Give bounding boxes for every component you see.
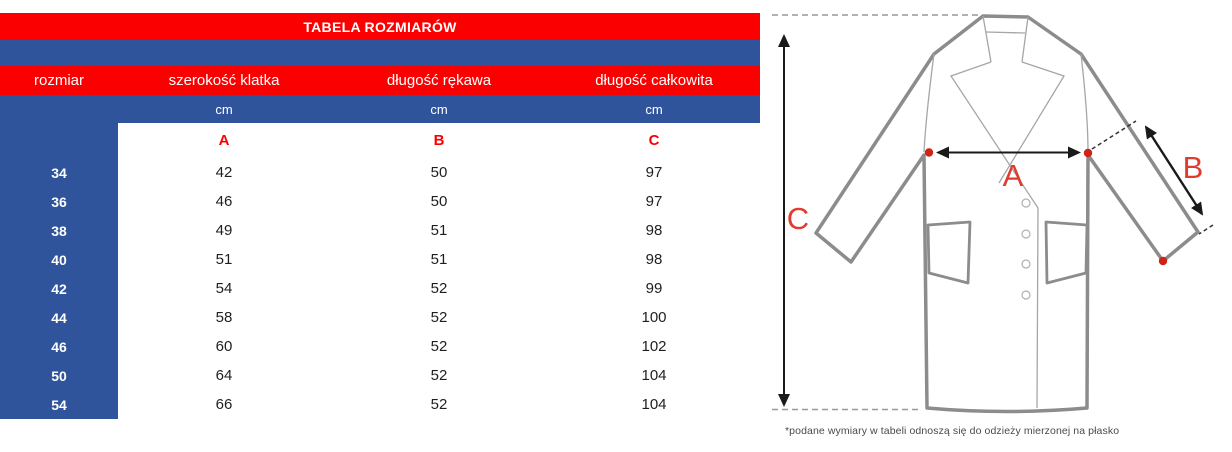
- coat-outline: [814, 14, 1200, 414]
- letters-empty-cell: [0, 123, 118, 158]
- column-header-rekaw: długość rękawa: [386, 72, 492, 89]
- coat-button: [1021, 290, 1031, 300]
- letter-b: B: [433, 132, 445, 149]
- column-header-calkowita: długość całkowita: [595, 72, 713, 89]
- coat-collar-edge-right: [1021, 16, 1029, 63]
- measure-b-arrow: [1144, 125, 1204, 216]
- coat-collar-seam: [985, 31, 1026, 34]
- unit-cm-a: cm: [215, 101, 233, 117]
- value-a: 58: [215, 309, 233, 326]
- value-c: 99: [645, 280, 663, 297]
- value-b: 50: [430, 193, 448, 210]
- measure-b-dash-bottom: [1198, 224, 1214, 235]
- column-header-bar: rozmiar szerokość klatka długość rękawa …: [0, 66, 760, 95]
- size-cell: 34: [51, 164, 67, 181]
- value-b: 52: [430, 396, 448, 413]
- table-row: 42 54 52 99: [0, 274, 760, 303]
- measure-b-dot: [1158, 256, 1168, 266]
- table-row: 36 46 50 97: [0, 187, 760, 216]
- size-cell: 50: [51, 367, 67, 384]
- table-row: 40 51 51 98: [0, 245, 760, 274]
- value-b: 52: [430, 309, 448, 326]
- units-bar: cm cm cm: [0, 95, 760, 123]
- pocket-left: [926, 220, 972, 285]
- value-a: 42: [215, 164, 233, 181]
- coat-armhole-left: [923, 53, 935, 153]
- measure-a-dot-right: [1083, 148, 1093, 158]
- value-b: 52: [430, 338, 448, 355]
- size-table: TABELA ROZMIARÓW rozmiar szerokość klatk…: [0, 13, 760, 419]
- value-c: 102: [641, 338, 667, 355]
- value-c: 97: [645, 164, 663, 181]
- coat-collar-edge-left: [982, 15, 992, 63]
- column-header-rozmiar: rozmiar: [33, 72, 84, 89]
- value-a: 66: [215, 396, 233, 413]
- size-cell: 38: [51, 222, 67, 239]
- value-a: 64: [215, 367, 233, 384]
- diagram-label-b: B: [1182, 150, 1204, 185]
- spacer-bar: [0, 40, 760, 66]
- coat-button: [1021, 229, 1031, 239]
- table-row: 44 58 52 100: [0, 303, 760, 332]
- table-row: 50 64 52 104: [0, 361, 760, 390]
- value-a: 51: [215, 251, 233, 268]
- size-column-band: [0, 123, 118, 419]
- unit-cm-c: cm: [645, 101, 663, 117]
- unit-cm-b: cm: [430, 101, 448, 117]
- measure-b-dash-top: [1091, 120, 1137, 150]
- value-a: 49: [215, 222, 233, 239]
- size-cell: 40: [51, 251, 67, 268]
- size-cell: 36: [51, 193, 67, 210]
- value-a: 60: [215, 338, 233, 355]
- value-a: 46: [215, 193, 233, 210]
- units-empty-cell: [0, 102, 118, 117]
- letter-c: C: [648, 132, 660, 149]
- table-row: 54 66 52 104: [0, 390, 760, 419]
- size-cell: 44: [51, 309, 67, 326]
- coat-button: [1021, 198, 1031, 208]
- diagram-label-a: A: [1002, 158, 1024, 193]
- size-cell: 42: [51, 280, 67, 297]
- measure-a-dot-left: [924, 148, 934, 157]
- value-c: 98: [645, 251, 663, 268]
- table-row: 38 49 51 98: [0, 216, 760, 245]
- value-c: 98: [645, 222, 663, 239]
- table-row: 34 42 50 97: [0, 158, 760, 187]
- diagram-label-c: C: [786, 201, 810, 236]
- measure-letter-row: A B C: [0, 123, 760, 158]
- pocket-right: [1044, 220, 1089, 285]
- value-c: 100: [641, 309, 667, 326]
- size-cell: 54: [51, 396, 67, 413]
- size-cell: 46: [51, 338, 67, 355]
- table-row: 46 60 52 102: [0, 332, 760, 361]
- value-b: 51: [430, 251, 448, 268]
- coat-button: [1021, 259, 1031, 269]
- value-c: 104: [641, 367, 667, 384]
- value-b: 51: [430, 222, 448, 239]
- value-a: 54: [215, 280, 233, 297]
- column-header-szerokosc: szerokość klatka: [168, 72, 280, 89]
- measurement-footnote: *podane wymiary w tabeli odnoszą się do …: [785, 425, 1120, 437]
- value-b: 52: [430, 280, 448, 297]
- value-b: 52: [430, 367, 448, 384]
- value-c: 97: [645, 193, 663, 210]
- coat-armhole-right: [1080, 53, 1089, 153]
- coat-lapel-left: [949, 61, 1039, 209]
- letter-a: A: [218, 132, 230, 149]
- coat-measurement-diagram: [772, 14, 1214, 414]
- value-b: 50: [430, 164, 448, 181]
- table-title: TABELA ROZMIARÓW: [303, 18, 457, 35]
- value-c: 104: [641, 396, 667, 413]
- table-title-bar: TABELA ROZMIARÓW: [0, 13, 760, 40]
- coat-front-edge: [1036, 207, 1039, 409]
